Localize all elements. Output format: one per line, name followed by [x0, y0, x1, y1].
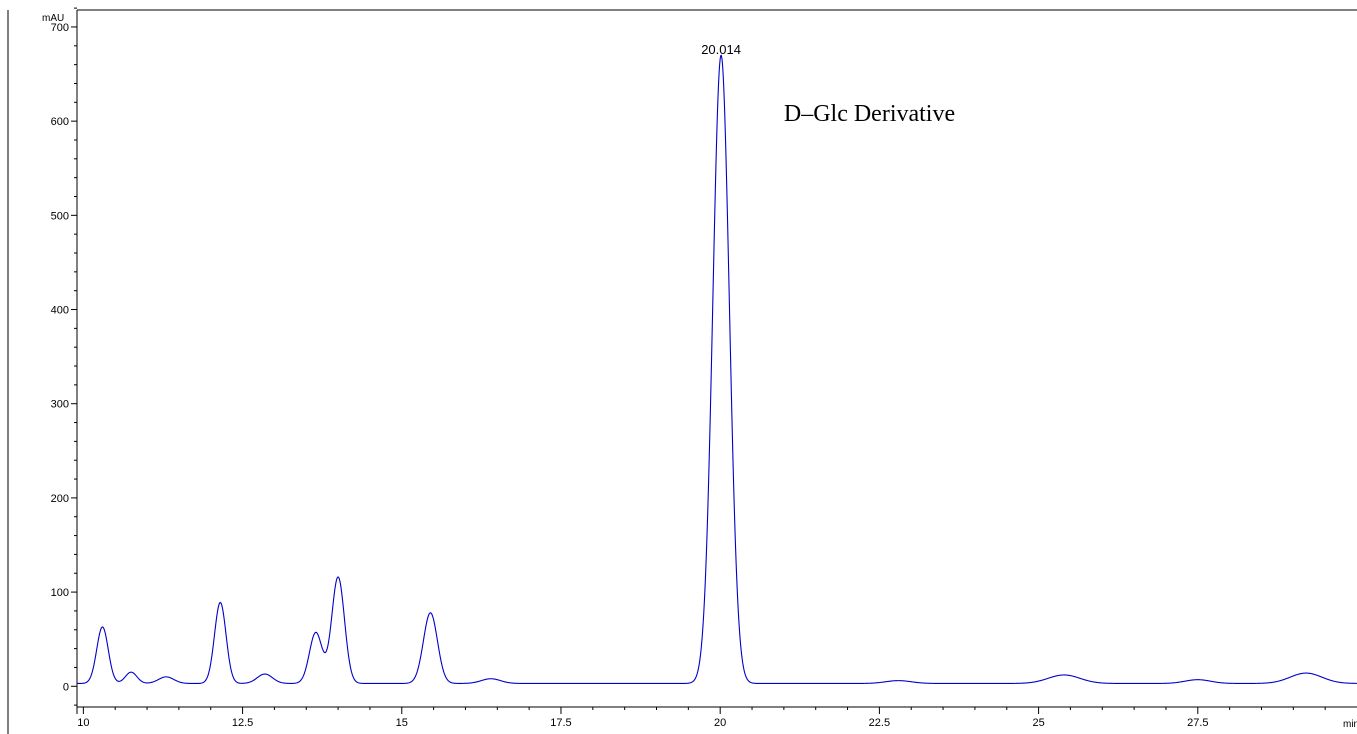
y-tick-label-0: 0	[63, 681, 69, 693]
x-tick-label-27.5: 27.5	[1187, 717, 1208, 729]
y-tick-label-500: 500	[51, 210, 69, 222]
x-tick-label-25: 25	[1032, 717, 1044, 729]
y-tick-label-200: 200	[51, 493, 69, 505]
chromatogram-trace	[77, 54, 1357, 684]
y-axis-unit-label: mAU	[42, 13, 64, 24]
y-tick-label-400: 400	[51, 305, 69, 317]
x-axis-ticks: 10 12.5 15 17.5 20 22.5 25 27.5	[77, 707, 1326, 729]
x-tick-label-15: 15	[396, 717, 408, 729]
annotation-d-glc-derivative: D–Glc Derivative	[784, 101, 955, 127]
peak-label-20-014: 20.014	[701, 42, 741, 57]
x-tick-label-12.5: 12.5	[232, 717, 253, 729]
x-axis-unit-label: min	[1343, 719, 1357, 730]
y-tick-label-100: 100	[51, 587, 69, 599]
y-axis-ticks: 0 100 200 300 400 500 600 700	[51, 7, 77, 706]
x-tick-label-10: 10	[77, 717, 89, 729]
x-tick-label-22.5: 22.5	[869, 717, 890, 729]
x-tick-label-17.5: 17.5	[550, 717, 571, 729]
y-tick-label-700: 700	[51, 22, 69, 34]
y-tick-label-600: 600	[51, 116, 69, 128]
x-tick-label-20: 20	[714, 717, 726, 729]
y-tick-label-300: 300	[51, 399, 69, 411]
